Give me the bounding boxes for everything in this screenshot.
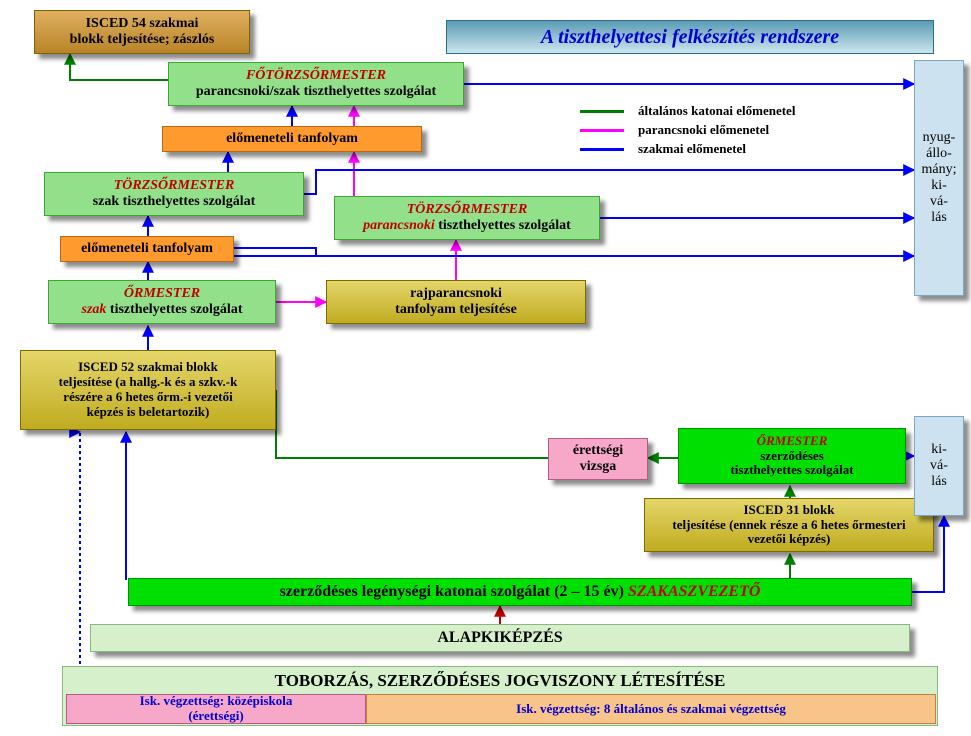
node-line: lás (931, 474, 947, 490)
node-fotorzs: FŐTÖRZSŐRMESTERparancsnoki/szak tiszthel… (168, 62, 464, 106)
legend-swatch (580, 148, 624, 151)
node-title_box: A tiszthelyettesi felkészítés rendszere (446, 20, 934, 54)
node-line: képzés is beletartozik) (87, 405, 210, 420)
node-line: ISCED 52 szakmai blokk (78, 360, 218, 375)
node-line: FŐTÖRZSŐRMESTER (246, 68, 386, 84)
node-isced52: ISCED 52 szakmai blokkteljesítése (a hal… (20, 350, 276, 430)
node-line: rajparancsnoki (410, 286, 502, 302)
node-line: szak tiszthelyettes szolgálat (93, 194, 256, 210)
node-line: parancsnoki tiszthelyettes szolgálat (363, 218, 571, 234)
node-line: mány; (922, 162, 957, 178)
node-line: teljesítése (a hallg.-k és a szkv.-k (59, 375, 238, 390)
node-line: parancsnoki/szak tiszthelyettes szolgála… (196, 84, 436, 100)
legend: általános katonai előmenetel parancsnoki … (580, 100, 900, 160)
edge (276, 390, 548, 458)
node-alap: ALAPKIKÉPZÉS (90, 624, 910, 652)
node-line: vá- (930, 458, 948, 474)
node-erettsegi: érettségivizsga (548, 438, 648, 480)
legend-row: általános katonai előmenetel (580, 103, 900, 119)
node-rajpar: rajparancsnokitanfolyam teljesítése (326, 280, 586, 324)
node-vett_kozep: Isk. végzettség: középiskola(érettségi) (66, 694, 366, 724)
node-line: teljesítése (ennek része a 6 hetes őrmes… (672, 518, 905, 533)
node-elom2: előmeneteli tanfolyam (60, 236, 234, 262)
legend-label: parancsnoki előmenetel (638, 122, 769, 138)
node-line: ALAPKIKÉPZÉS (437, 629, 562, 647)
node-line: tanfolyam teljesítése (395, 302, 517, 318)
node-ormester_szerz: ŐRMESTERszerződésestiszthelyettes szolgá… (678, 428, 906, 484)
node-isced31: ISCED 31 blokkteljesítése (ennek része a… (644, 498, 934, 552)
node-line: szak tiszthelyettes szolgálat (82, 302, 243, 318)
node-line: érettségi (573, 443, 623, 459)
node-szakaszv: szerződéses legénységi katonai szolgálat… (128, 578, 912, 606)
node-line: TÖRZSŐRMESTER (407, 202, 528, 218)
node-line: előmeneteli tanfolyam (226, 131, 358, 147)
node-kivalas: ki-vá-lás (914, 416, 964, 516)
node-line: ki- (931, 442, 947, 458)
node-isced54: ISCED 54 szakmaiblokk teljesítése; zászl… (34, 10, 250, 54)
node-line: tiszthelyettes szolgálat (730, 463, 853, 478)
edge (234, 248, 316, 256)
node-line: szerződéses legénységi katonai szolgálat… (280, 583, 761, 601)
node-line: TÖRZSŐRMESTER (114, 178, 235, 194)
node-line: ki- (931, 178, 947, 194)
node-line: ISCED 31 blokk (743, 503, 834, 518)
node-line: blokk teljesítése; zászlós (70, 32, 215, 48)
legend-swatch (580, 110, 624, 113)
node-torzs_par: TÖRZSŐRMESTERparancsnoki tiszthelyettes … (334, 196, 600, 240)
node-line: Isk. végzettség: középiskola (140, 694, 293, 709)
legend-label: szakmai előmenetel (638, 141, 746, 157)
edge (70, 54, 168, 80)
node-line: részére a 6 hetes őrm.-i vezetői (63, 390, 232, 405)
node-line: TOBORZÁS, SZERZŐDÉSES JOGVISZONY LÉTESÍT… (275, 671, 726, 691)
legend-row: parancsnoki előmenetel (580, 122, 900, 138)
node-line: nyug- (923, 130, 956, 146)
node-line: állo- (926, 146, 952, 162)
node-elom1: előmeneteli tanfolyam (162, 126, 422, 152)
legend-row: szakmai előmenetel (580, 141, 900, 157)
node-line: szerződéses (760, 449, 824, 464)
node-nyug: nyug-állo-mány; ki-vá-lás (914, 60, 964, 296)
legend-swatch (580, 129, 624, 132)
node-line: A tiszthelyettesi felkészítés rendszere (541, 26, 839, 49)
node-ormester_szak: ŐRMESTERszak tiszthelyettes szolgálat (48, 280, 276, 324)
node-line: ŐRMESTER (757, 434, 828, 449)
node-line: lás (931, 210, 947, 226)
node-line: ŐRMESTER (124, 286, 200, 302)
edge (304, 170, 914, 194)
legend-label: általános katonai előmenetel (638, 103, 795, 119)
node-line: ISCED 54 szakmai (86, 16, 199, 32)
node-line: vá- (930, 194, 948, 210)
node-line: (érettségi) (188, 709, 243, 724)
node-torzs_szak: TÖRZSŐRMESTERszak tiszthelyettes szolgál… (44, 172, 304, 216)
node-line: Isk. végzettség: 8 általános és szakmai … (516, 702, 786, 717)
node-line: vezetői képzés) (748, 532, 831, 547)
node-line: előmeneteli tanfolyam (81, 241, 213, 257)
node-line: vizsga (580, 459, 617, 475)
node-vett_alt: Isk. végzettség: 8 általános és szakmai … (366, 694, 936, 724)
